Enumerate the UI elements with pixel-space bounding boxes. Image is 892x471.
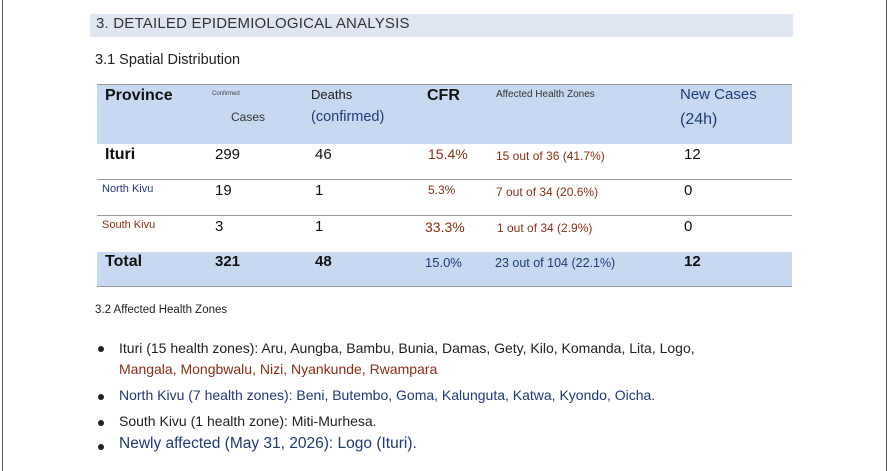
section-heading-band xyxy=(90,14,793,37)
total-cases: 321 xyxy=(215,253,241,270)
row-ituri-deaths: 46 xyxy=(315,146,332,163)
subsection-title-spatial: 3.1 Spatial Distribution xyxy=(95,52,241,68)
page-left-border xyxy=(2,0,3,471)
row-south-kivu-deaths: 1 xyxy=(315,218,324,235)
bullet-icon xyxy=(98,444,104,450)
header-new-cases: New Cases xyxy=(680,86,757,103)
section-title: 3. DETAILED EPIDEMIOLOGICAL ANALYSIS xyxy=(96,15,410,32)
list-item-newly-affected: Newly affected (May 31, 2026): Logo (Itu… xyxy=(119,435,417,452)
row-south-kivu-zones: 1 out of 34 (2.9%) xyxy=(497,221,593,235)
total-zones: 23 out of 104 (22.1%) xyxy=(495,256,616,270)
list-item-ituri-line2: Mangala, Mongbwalu, Nizi, Nyankunde, Rwa… xyxy=(119,361,438,377)
total-new: 12 xyxy=(684,253,701,270)
bullet-icon xyxy=(98,394,104,400)
list-item-ituri-line1: Ituri (15 health zones): Aru, Aungba, Ba… xyxy=(119,340,695,356)
total-label: Total xyxy=(105,253,143,270)
row-south-kivu-cfr: 33.3% xyxy=(425,219,465,235)
row-north-kivu-new: 0 xyxy=(684,182,693,199)
header-deaths-confirmed: (confirmed) xyxy=(311,109,385,125)
row-south-kivu-cases: 3 xyxy=(215,218,224,235)
header-confirmed: Confirmed xyxy=(212,91,240,97)
bullet-icon xyxy=(98,420,104,426)
header-province: Province xyxy=(105,87,173,104)
bullet-icon xyxy=(98,346,104,352)
list-item-north-kivu: North Kivu (7 health zones): Beni, Butem… xyxy=(119,387,656,403)
total-deaths: 48 xyxy=(315,253,332,270)
list-item-south-kivu: South Kivu (1 health zone): Miti-Murhesa… xyxy=(119,413,377,429)
table-total-row xyxy=(97,252,792,287)
header-cases: Cases xyxy=(231,110,266,124)
subsection-title-zones: 3.2 Affected Health Zones xyxy=(95,304,228,316)
row-ituri-cases: 299 xyxy=(215,146,241,163)
row-north-kivu-zones: 7 out of 34 (20.6%) xyxy=(496,185,599,199)
header-new-cases-24h: (24h) xyxy=(680,111,718,128)
row-divider xyxy=(97,215,792,216)
page-right-border xyxy=(886,0,887,471)
row-north-kivu-province: North Kivu xyxy=(102,183,154,195)
row-ituri-new: 12 xyxy=(684,146,701,163)
row-north-kivu-deaths: 1 xyxy=(315,182,324,199)
row-south-kivu-new: 0 xyxy=(684,218,693,235)
total-cfr: 15.0% xyxy=(425,255,462,270)
table-header-row xyxy=(97,84,792,144)
row-south-kivu-province: South Kivu xyxy=(102,219,156,231)
header-affected-zones: Affected Health Zones xyxy=(496,89,595,100)
header-cfr: CFR xyxy=(427,87,460,104)
header-deaths: Deaths xyxy=(311,87,353,102)
row-ituri-cfr: 15.4% xyxy=(428,146,468,162)
row-ituri-zones: 15 out of 36 (41.7%) xyxy=(496,149,605,163)
row-north-kivu-cfr: 5.3% xyxy=(428,183,456,197)
row-ituri-province: Ituri xyxy=(105,146,136,163)
row-north-kivu-cases: 19 xyxy=(215,182,232,199)
row-divider xyxy=(97,179,792,180)
